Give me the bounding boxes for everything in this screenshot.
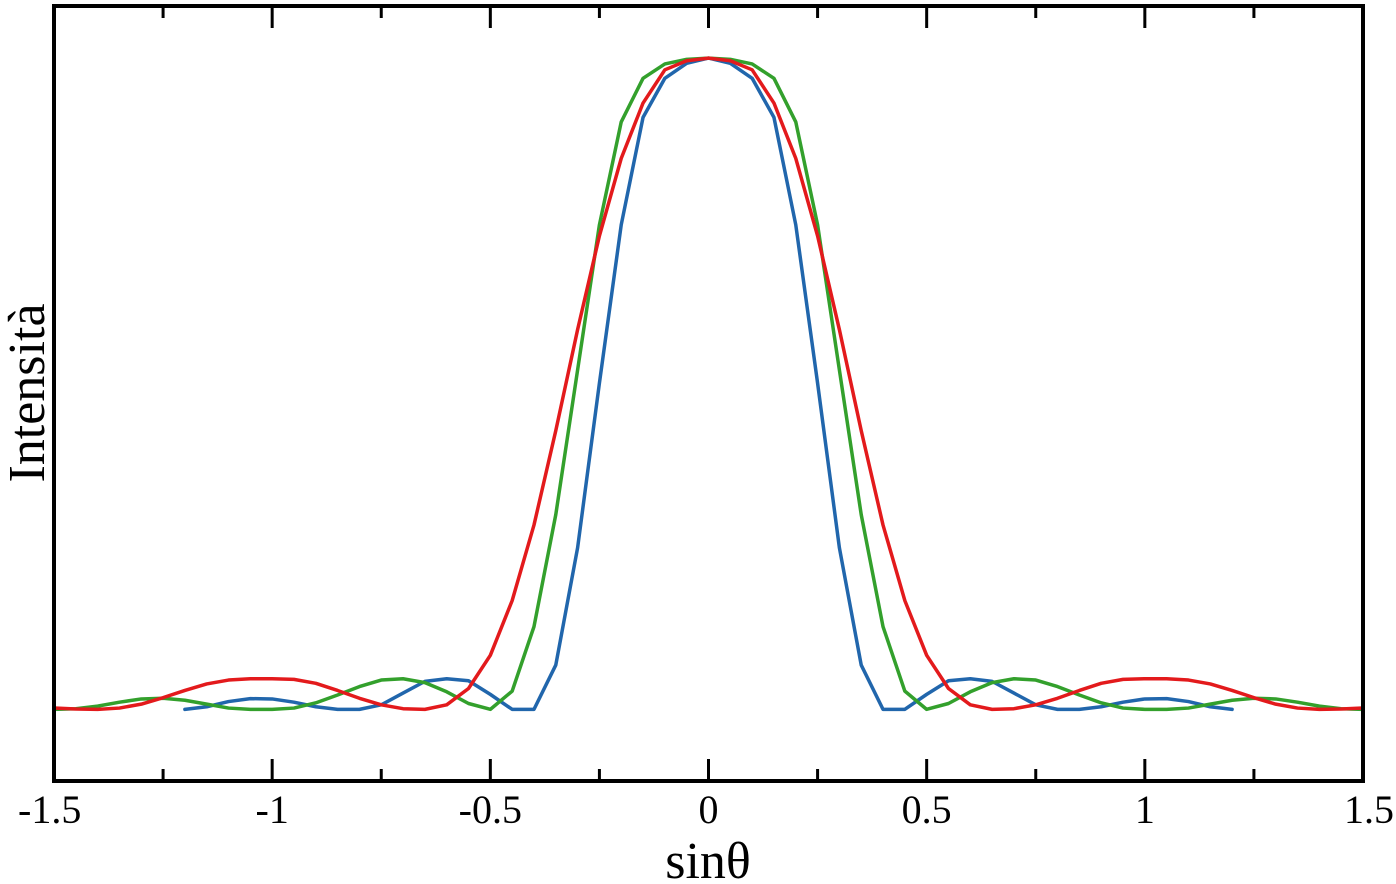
x-tick-label: 0.5 [902, 787, 952, 832]
ticks-layer [52, 6, 1365, 781]
x-tick-label: -1 [256, 787, 289, 832]
x-tick-labels: -1.5 -1 -0.5 0 0.5 1 1.5 [18, 787, 1394, 832]
series-layer [52, 56, 1365, 712]
x-axis-title: sinθ [665, 833, 751, 884]
series-line-3 [52, 56, 1365, 712]
x-tick-label: 1.5 [1344, 787, 1394, 832]
x-tick-label: 0 [699, 787, 719, 832]
y-axis-title: Intensità [0, 303, 56, 482]
x-tick-label: -1.5 [18, 787, 81, 832]
series-line-1 [183, 56, 1234, 712]
series-line-2 [52, 56, 1365, 712]
plot-frame [52, 4, 1365, 783]
x-tick-label: 1 [1135, 787, 1155, 832]
x-tick-label: -0.5 [459, 787, 522, 832]
